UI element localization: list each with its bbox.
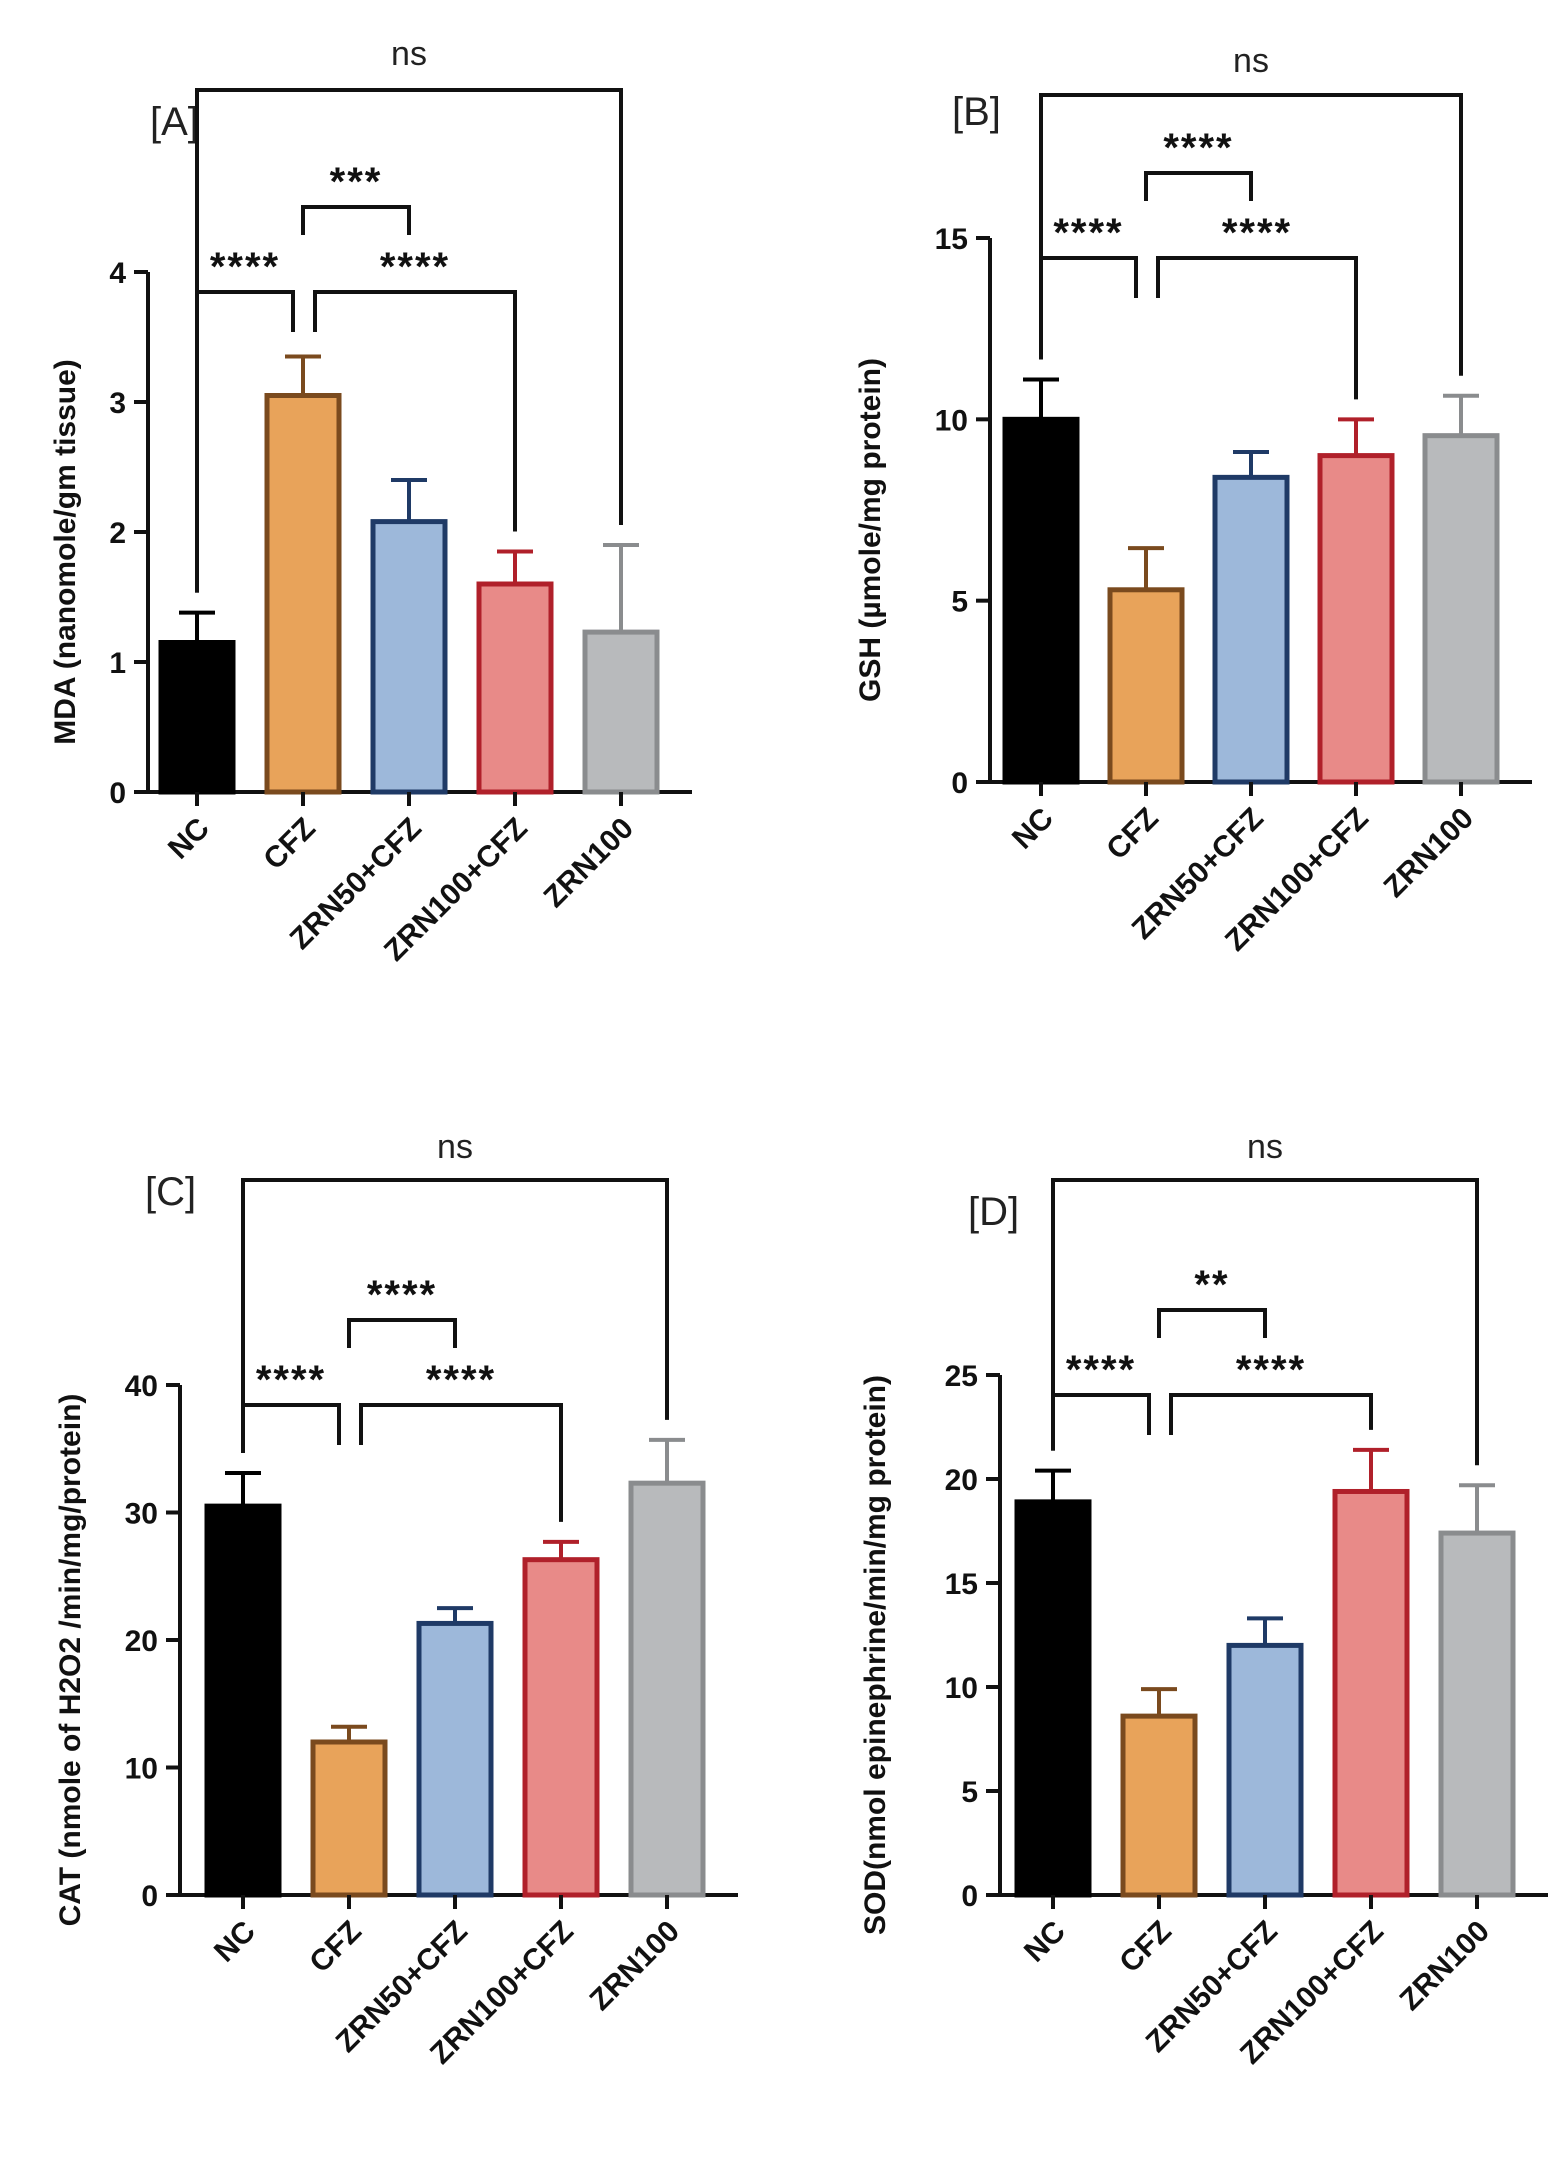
significance-bracket: **** [1051, 1348, 1151, 1451]
significance-label: **** [1066, 1348, 1136, 1392]
bar-zrn100-cfz [476, 581, 554, 795]
significance-bracket: *** [301, 160, 411, 235]
y-tick-label: 10 [945, 1672, 978, 1705]
y-tick-label: 20 [945, 1464, 978, 1497]
significance-bracket: ** [1157, 1263, 1267, 1338]
bar-cfz [264, 393, 342, 795]
panel-label: [A] [150, 100, 199, 144]
significance-label: **** [1236, 1348, 1306, 1392]
y-tick-label: 20 [125, 1625, 158, 1658]
significance-bracket: **** [1169, 1348, 1373, 1435]
significance-bracket: ns [1039, 42, 1463, 376]
y-tick-label: 4 [109, 257, 126, 290]
bar-zrn100-cfz [1317, 453, 1395, 785]
y-axis-label: MDA (nanomole/gm tissue) [49, 359, 82, 745]
significance-label: **** [1053, 211, 1123, 255]
bar-nc [1014, 1499, 1092, 1898]
category-label: ZRN100 [584, 1915, 686, 2017]
y-axis-label: GSH (µmole/mg protein) [854, 358, 887, 702]
category-label: CFZ [1100, 802, 1165, 867]
category-label: NC [1018, 1915, 1072, 1969]
significance-label: **** [1222, 211, 1292, 255]
category-label: CFZ [257, 812, 322, 877]
bar-zrn100 [628, 1480, 706, 1898]
category-label: NC [162, 812, 216, 866]
significance-bracket: **** [359, 1358, 563, 1522]
significance-bracket: **** [1144, 126, 1253, 201]
y-tick-label: 1 [109, 647, 126, 680]
y-tick-label: 0 [109, 777, 126, 810]
y-tick-label: 30 [125, 1498, 158, 1531]
bar-zrn100 [1422, 433, 1500, 785]
significance-bracket: **** [1039, 211, 1138, 360]
panel-label: [B] [952, 90, 1001, 134]
bar-zrn100 [582, 629, 660, 795]
bar-zrn50-cfz [1212, 474, 1290, 785]
y-tick-label: 3 [109, 387, 126, 420]
significance-bracket: ns [241, 1128, 669, 1453]
bar-nc [158, 640, 236, 795]
category-label: NC [208, 1915, 262, 1969]
y-tick-label: 0 [951, 767, 968, 800]
panel-c: [C] CAT (nmole of H2O2 /min/mg/protein) 0 1… [54, 1128, 738, 2071]
y-axis-label: SOD(nmol epinephrine/min/mg protein) [859, 1375, 892, 1935]
panel-a: [A] MDA (nanomole/gm tissue) 0 1 2 3 4 NC CFZ ZRN… [49, 35, 692, 968]
significance-label: **** [256, 1358, 326, 1402]
y-tick-label: 5 [951, 586, 968, 619]
significance-label: *** [330, 160, 383, 204]
y-tick-label: 0 [961, 1880, 978, 1913]
significance-label: **** [1163, 126, 1233, 170]
significance-label: ** [1194, 1263, 1229, 1307]
category-label: CFZ [303, 1915, 368, 1980]
significance-bracket: **** [195, 245, 295, 593]
significance-bracket: ns [1051, 1128, 1479, 1466]
significance-label: **** [380, 245, 450, 289]
y-tick-label: 15 [945, 1568, 978, 1601]
significance-label: ns [1247, 1128, 1283, 1166]
bar-cfz [310, 1739, 388, 1898]
bar-cfz [1120, 1713, 1198, 1898]
significance-label: **** [367, 1273, 437, 1317]
significance-label: **** [210, 245, 280, 289]
bar-nc [204, 1503, 282, 1898]
bar-zrn50-cfz [1226, 1642, 1304, 1898]
significance-label: ns [391, 35, 427, 73]
bar-zrn100 [1438, 1530, 1516, 1898]
significance-bracket: **** [1156, 211, 1358, 400]
significance-label: ns [437, 1128, 473, 1166]
y-tick-label: 2 [109, 517, 126, 550]
y-tick-label: 25 [945, 1360, 978, 1393]
panel-d: [D] SOD(nmol epinephrine/min/mg protein) 0… [859, 1128, 1548, 2071]
category-label: NC [1006, 802, 1060, 856]
bar-zrn100-cfz [522, 1557, 600, 1898]
significance-label: ns [1233, 42, 1269, 80]
category-label: ZRN100 [538, 812, 640, 914]
y-tick-label: 15 [935, 223, 968, 256]
y-tick-label: 10 [125, 1753, 158, 1786]
significance-bracket: **** [241, 1358, 341, 1453]
y-tick-label: 5 [961, 1776, 978, 1809]
panel-label: [D] [968, 1190, 1019, 1234]
bar-zrn50-cfz [416, 1620, 494, 1898]
bar-zrn50-cfz [370, 519, 448, 795]
significance-bracket: **** [347, 1273, 457, 1348]
bar-nc [1002, 416, 1080, 785]
y-tick-label: 0 [141, 1880, 158, 1913]
y-tick-label: 10 [935, 404, 968, 437]
category-label: ZRN100 [1394, 1915, 1496, 2017]
bar-zrn100-cfz [1332, 1488, 1410, 1898]
y-tick-label: 40 [125, 1370, 158, 1403]
significance-bracket: **** [313, 245, 517, 532]
category-label: CFZ [1113, 1915, 1178, 1980]
y-axis-label: CAT (nmole of H2O2 /min/mg/protein) [54, 1394, 87, 1927]
bar-cfz [1107, 587, 1185, 785]
panel-label: [C] [145, 1170, 196, 1214]
category-label: ZRN100 [1378, 802, 1480, 904]
significance-label: **** [426, 1358, 496, 1402]
